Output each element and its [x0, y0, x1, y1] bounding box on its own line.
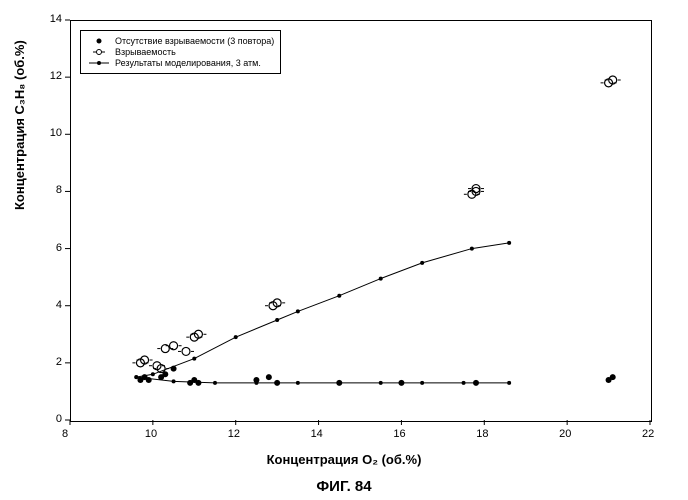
legend-item: Отсутствие взрываемости (3 повтора) — [87, 36, 274, 46]
figure-caption: ФИГ. 84 — [0, 478, 688, 495]
chart-container: Отсутствие взрываемости (3 повтора) Взры… — [0, 0, 688, 500]
x-axis-label-text: Концентрация O₂ (об.%) — [267, 452, 422, 467]
y-tick-label: 2 — [56, 356, 62, 368]
y-tick-label: 4 — [56, 299, 62, 311]
y-tick-label: 10 — [50, 127, 62, 139]
x-tick-label: 8 — [62, 428, 68, 440]
y-axis-label: Концентрация C₃H₈ (об.%) — [12, 40, 27, 210]
x-tick-label: 14 — [311, 428, 323, 440]
x-tick-label: 10 — [145, 428, 157, 440]
y-axis-label-text: Концентрация C₃H₈ (об.%) — [12, 40, 27, 210]
x-axis-label: Концентрация O₂ (об.%) — [0, 452, 688, 467]
legend: Отсутствие взрываемости (3 повтора) Взры… — [80, 30, 281, 74]
plot-svg — [0, 0, 688, 500]
legend-label: Результаты моделирования, 3 атм. — [115, 58, 261, 68]
x-tick-label: 20 — [559, 428, 571, 440]
y-tick-label: 8 — [56, 184, 62, 196]
legend-label: Отсутствие взрываемости (3 повтора) — [115, 36, 274, 46]
x-tick-label: 12 — [228, 428, 240, 440]
y-tick-label: 0 — [56, 413, 62, 425]
x-tick-label: 16 — [393, 428, 405, 440]
x-tick-label: 18 — [476, 428, 488, 440]
x-tick-label: 22 — [642, 428, 654, 440]
y-tick-label: 14 — [50, 13, 62, 25]
legend-label: Взрываемость — [115, 47, 176, 57]
legend-item: Взрываемость — [87, 47, 274, 57]
legend-item: Результаты моделирования, 3 атм. — [87, 58, 274, 68]
y-tick-label: 6 — [56, 242, 62, 254]
figure-caption-text: ФИГ. 84 — [316, 478, 371, 495]
y-tick-label: 12 — [50, 70, 62, 82]
